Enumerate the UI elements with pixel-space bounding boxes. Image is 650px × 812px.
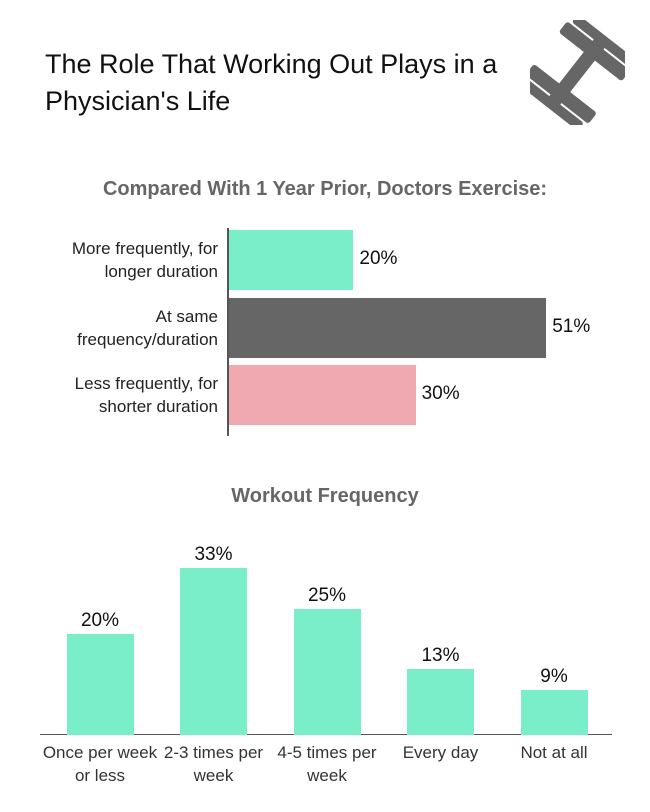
axis-line (227, 228, 229, 436)
value-label: 51% (552, 315, 591, 337)
category-label: 4-5 times per week (277, 743, 377, 785)
chart-title: Workout Frequency (231, 485, 419, 507)
category-label: At same frequency/duration (77, 306, 218, 349)
category-label: Not at all (520, 743, 588, 762)
chart-title: Compared With 1 Year Prior, Doctors Exer… (102, 178, 548, 200)
main-title: The Role That Working Out Plays in a Phy… (45, 49, 498, 116)
value-label: 30% (421, 383, 460, 404)
value-label: 20% (80, 610, 120, 631)
bar (293, 608, 361, 735)
bar (180, 568, 247, 735)
value-label: 9% (540, 665, 568, 687)
dumbbell-icon (530, 20, 625, 125)
bar (520, 689, 588, 735)
value-label: 20% (359, 248, 398, 269)
category-label: Once per week or less (42, 743, 158, 785)
value-label: 33% (194, 544, 233, 566)
category-label: 2-3 times per week (163, 743, 264, 785)
bar (407, 669, 474, 735)
bar (229, 230, 354, 290)
value-label: 13% (421, 645, 460, 667)
value-label: 25% (307, 584, 347, 606)
bar (66, 634, 134, 735)
category-label: Less frequently, for shorter duration (74, 374, 218, 416)
bar (229, 297, 547, 358)
category-label: More frequently, for longer duration (71, 239, 218, 281)
bar (229, 365, 416, 425)
category-label: Every day (402, 743, 479, 762)
